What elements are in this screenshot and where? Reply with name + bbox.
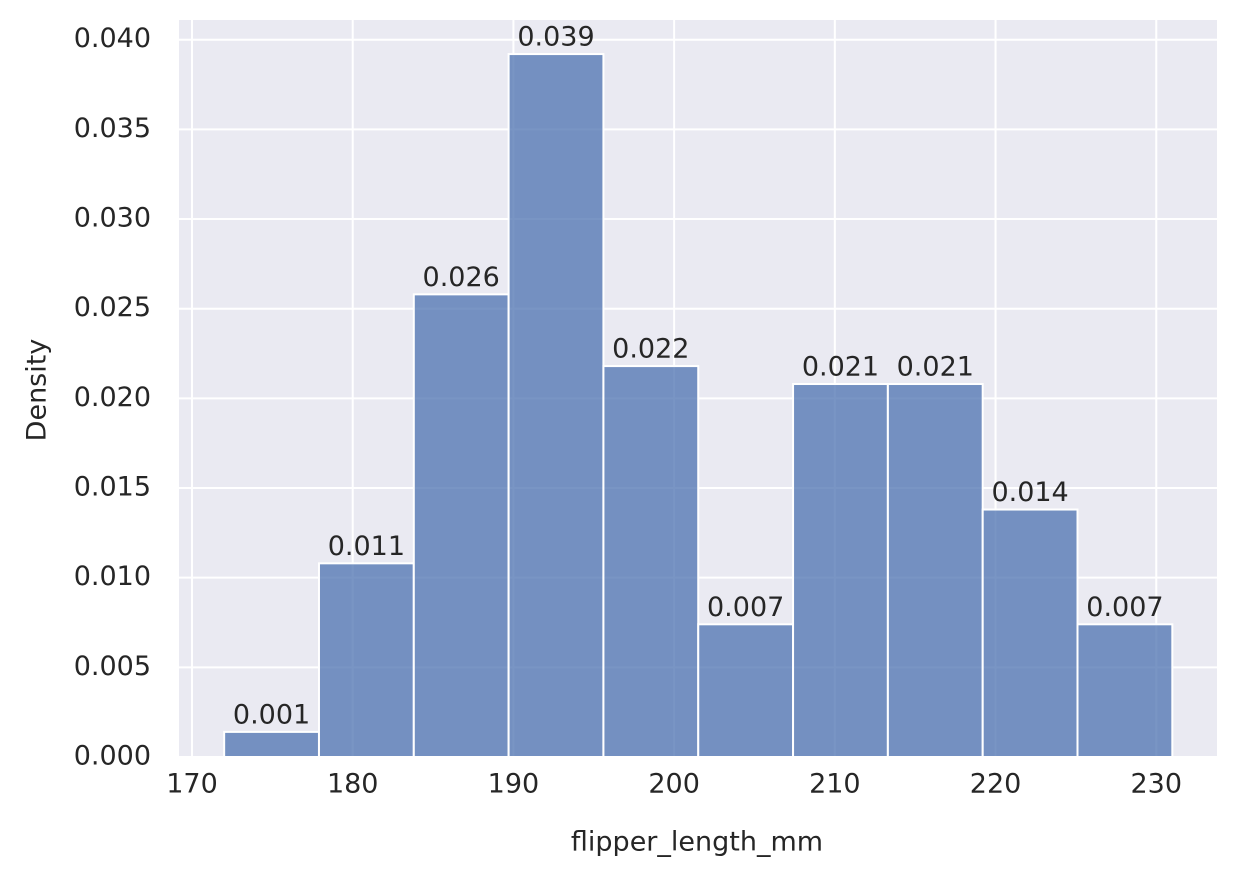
x-axis-label: flipper_length_mm: [571, 827, 823, 858]
x-tick-label: 180: [327, 769, 379, 800]
bar: [317, 562, 415, 758]
y-tick-label: 0.000: [74, 741, 151, 772]
y-axis-label: Density: [22, 339, 53, 442]
x-tick-label: 170: [166, 769, 218, 800]
y-tick-label: 0.020: [74, 382, 151, 413]
y-tick-label: 0.025: [74, 292, 151, 323]
data-label: 0.001: [233, 699, 310, 730]
x-tick-label: 200: [648, 769, 700, 800]
x-tick-label: 210: [809, 769, 861, 800]
y-tick-label: 0.040: [74, 23, 151, 54]
y-tick-label: 0.015: [74, 472, 151, 503]
data-label: 0.014: [991, 477, 1068, 508]
y-tick-label: 0.010: [74, 561, 151, 592]
bar: [792, 383, 889, 758]
x-tick-label: 190: [488, 769, 540, 800]
bar: [412, 293, 510, 758]
bar: [223, 730, 320, 759]
bar: [1076, 623, 1174, 758]
y-tick-label: 0.035: [74, 113, 151, 144]
bar: [981, 508, 1079, 759]
bar: [507, 53, 605, 759]
data-label: 0.007: [1086, 592, 1163, 623]
x-tick-label: 220: [970, 769, 1022, 800]
data-label: 0.026: [423, 262, 500, 293]
data-label: 0.007: [707, 592, 784, 623]
bar: [697, 623, 795, 758]
x-tick-label: 230: [1130, 769, 1182, 800]
data-label: 0.021: [897, 352, 974, 383]
data-label: 0.039: [517, 22, 594, 53]
y-tick-label: 0.005: [74, 651, 151, 682]
data-label: 0.022: [612, 334, 689, 365]
data-label: 0.021: [802, 352, 879, 383]
y-tick-label: 0.030: [74, 203, 151, 234]
bar: [602, 365, 700, 758]
bar: [886, 383, 984, 758]
data-label: 0.011: [328, 531, 405, 562]
